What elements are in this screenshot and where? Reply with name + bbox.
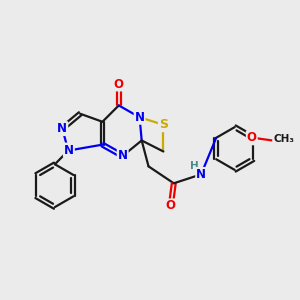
Text: N: N [135,111,145,124]
Text: S: S [159,118,168,131]
Text: CH₃: CH₃ [273,134,294,144]
Text: O: O [114,77,124,91]
Text: H: H [190,161,199,171]
Text: N: N [196,168,206,181]
Text: N: N [64,143,74,157]
Text: N: N [118,149,128,162]
Text: O: O [247,131,257,144]
Text: O: O [166,200,176,212]
Text: N: N [57,122,67,135]
